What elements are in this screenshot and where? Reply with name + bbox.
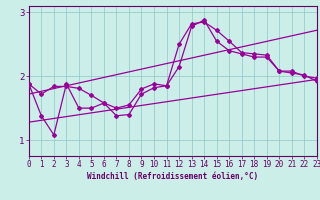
X-axis label: Windchill (Refroidissement éolien,°C): Windchill (Refroidissement éolien,°C) xyxy=(87,172,258,181)
